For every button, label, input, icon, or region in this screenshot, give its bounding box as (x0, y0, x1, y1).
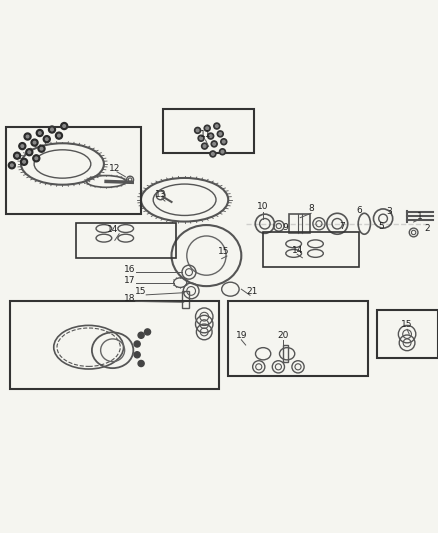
Circle shape (134, 341, 140, 347)
Circle shape (33, 155, 40, 162)
Circle shape (60, 123, 67, 130)
Circle shape (38, 145, 45, 152)
Circle shape (28, 151, 31, 154)
Circle shape (144, 329, 150, 335)
Circle shape (138, 360, 144, 367)
Circle shape (43, 135, 50, 143)
Bar (10, 301, 219, 389)
Bar (262, 232, 358, 266)
Circle shape (198, 135, 204, 141)
Circle shape (21, 158, 28, 165)
Circle shape (26, 149, 33, 156)
Circle shape (220, 139, 226, 145)
Circle shape (16, 155, 18, 157)
Circle shape (211, 141, 217, 147)
Text: 8: 8 (307, 204, 313, 213)
Text: 12: 12 (109, 164, 120, 173)
Circle shape (21, 145, 24, 148)
Text: 2: 2 (423, 224, 428, 233)
Circle shape (33, 141, 36, 144)
Circle shape (211, 152, 214, 155)
Text: 10: 10 (257, 202, 268, 211)
Text: 6: 6 (355, 206, 361, 215)
Circle shape (26, 135, 29, 138)
Circle shape (196, 129, 198, 132)
Circle shape (14, 152, 21, 159)
Bar (289, 214, 310, 233)
Circle shape (219, 133, 221, 135)
Circle shape (205, 127, 208, 130)
Circle shape (46, 138, 48, 140)
Circle shape (24, 133, 31, 140)
Circle shape (23, 160, 25, 163)
Circle shape (201, 143, 207, 149)
Circle shape (55, 132, 62, 139)
Text: 1: 1 (417, 212, 422, 221)
Text: 13: 13 (155, 190, 166, 199)
Bar (376, 310, 437, 358)
Text: 9: 9 (282, 223, 287, 232)
Circle shape (40, 148, 43, 150)
Circle shape (31, 139, 38, 146)
Circle shape (209, 135, 212, 138)
Circle shape (11, 164, 13, 167)
Text: 18: 18 (124, 294, 135, 303)
Circle shape (207, 133, 213, 139)
Circle shape (221, 150, 223, 153)
Circle shape (219, 149, 225, 155)
Circle shape (134, 352, 140, 358)
Circle shape (199, 137, 202, 140)
Circle shape (19, 143, 26, 150)
Bar (182, 292, 188, 308)
Bar (228, 301, 367, 376)
Text: 15: 15 (135, 287, 146, 296)
Text: 14: 14 (292, 246, 303, 255)
Text: 14: 14 (107, 225, 118, 235)
Circle shape (63, 125, 65, 127)
Circle shape (48, 126, 55, 133)
Text: 15: 15 (218, 247, 229, 256)
Circle shape (215, 125, 218, 127)
Bar (6, 127, 141, 214)
Circle shape (35, 157, 38, 159)
Circle shape (209, 151, 215, 157)
Text: 7: 7 (338, 222, 344, 231)
Text: 16: 16 (124, 265, 135, 274)
Bar (162, 109, 254, 153)
Circle shape (222, 140, 225, 143)
Circle shape (50, 128, 53, 131)
Text: 20: 20 (276, 330, 288, 340)
Circle shape (8, 162, 15, 169)
Text: 11: 11 (199, 130, 211, 139)
Circle shape (213, 123, 219, 129)
Circle shape (194, 127, 200, 133)
Text: 17: 17 (124, 276, 135, 285)
Circle shape (138, 332, 144, 338)
Circle shape (57, 134, 60, 137)
Circle shape (36, 130, 43, 136)
Circle shape (204, 125, 210, 131)
Text: 21: 21 (246, 287, 257, 296)
Text: 3: 3 (386, 207, 392, 216)
Text: 5: 5 (377, 222, 383, 231)
Circle shape (212, 143, 215, 145)
Bar (282, 345, 287, 362)
Circle shape (217, 131, 223, 137)
Circle shape (203, 145, 205, 148)
Bar (75, 223, 176, 258)
Text: 19: 19 (235, 330, 247, 340)
Text: 15: 15 (400, 320, 412, 329)
Circle shape (39, 132, 41, 134)
